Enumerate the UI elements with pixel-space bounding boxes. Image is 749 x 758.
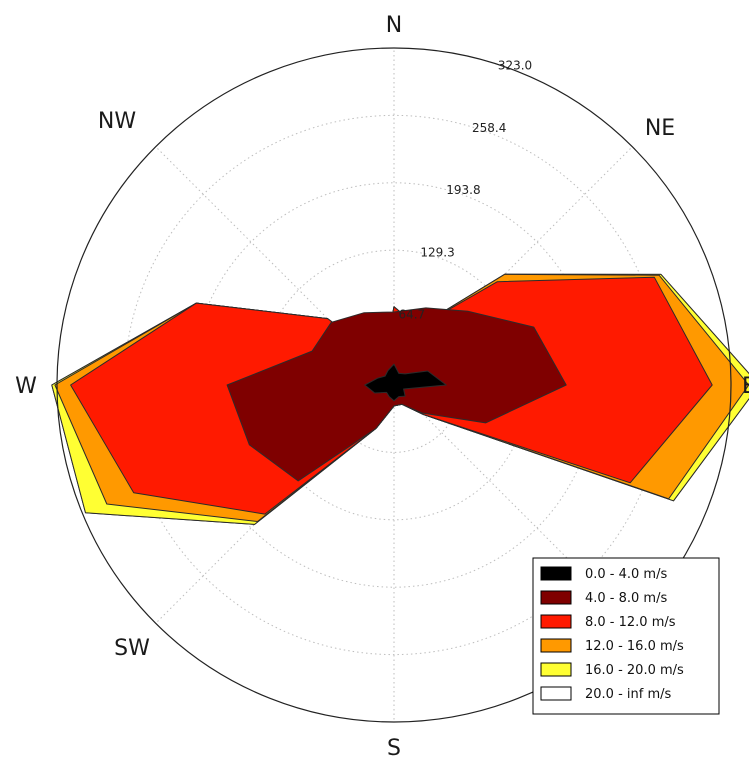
legend-swatch-2	[540, 614, 572, 629]
legend-label-0: 0.0 - 4.0 m/s	[585, 567, 667, 582]
legend-label-4: 16.0 - 20.0 m/s	[585, 663, 684, 678]
direction-label-ne: NE	[645, 116, 675, 141]
legend-swatch-5	[540, 686, 572, 701]
outer-circle	[56, 47, 732, 723]
legend-label-5: 20.0 - inf m/s	[585, 687, 672, 702]
direction-label-nw: NW	[98, 109, 136, 134]
ring-label-4: 258.4	[472, 121, 506, 135]
legend-label-3: 12.0 - 16.0 m/s	[585, 639, 684, 654]
direction-label-n: N	[386, 13, 402, 38]
ring-label-5: 323.0	[498, 59, 532, 73]
legend-label-2: 8.0 - 12.0 m/s	[585, 615, 676, 630]
legend-swatch-4	[540, 662, 572, 677]
ring-labels: 64.7 129.3 193.8 258.4 323.0	[398, 59, 532, 322]
series-area-0	[364, 363, 447, 402]
legend-swatch-1	[540, 590, 572, 605]
legend-label-1: 4.0 - 8.0 m/s	[585, 591, 667, 606]
ring-label-3: 193.8	[446, 183, 480, 197]
direction-label-s: S	[387, 736, 401, 758]
direction-label-e: E	[742, 374, 749, 399]
legend-swatch-3	[540, 638, 572, 653]
ring-label-1: 64.7	[398, 308, 425, 322]
series-layer	[51, 273, 749, 525]
legend: 0.0 - 4.0 m/s 4.0 - 8.0 m/s 8.0 - 12.0 m/s…	[532, 557, 720, 715]
direction-label-w: W	[15, 374, 37, 399]
direction-label-sw: SW	[114, 636, 150, 661]
ring-label-2: 129.3	[420, 246, 454, 260]
legend-swatch-0	[540, 566, 572, 581]
legend-items: 0.0 - 4.0 m/s 4.0 - 8.0 m/s 8.0 - 12.0 m/s…	[540, 566, 684, 702]
